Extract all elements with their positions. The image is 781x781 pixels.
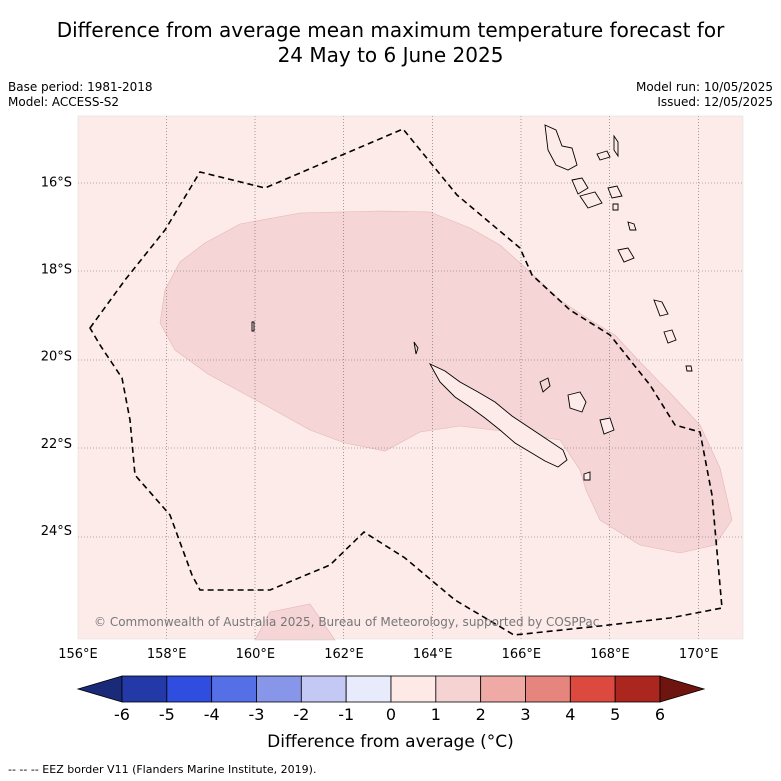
vanuatu-islands [544,124,693,372]
colorbar-segment [569,675,616,703]
lon-tick-label: 170°E [679,647,719,662]
island-shepherd [612,203,619,211]
colorbar-segment [166,675,213,703]
lon-tick-label: 168°E [590,647,630,662]
island-tanna [653,299,669,317]
model-run: Model run: 10/05/2025 [635,80,773,94]
longitude-labels: 156°E 158°E 160°E 162°E 164°E 166°E 168°E 170°E [58,647,718,662]
island-aneityum [663,329,677,344]
colorbar-label: Difference from average (°C) [267,732,514,752]
colorbar-tick-label: 6 [655,705,665,724]
colorbar-tick-label: -4 [204,705,220,724]
colorbar-extend-high [659,675,706,703]
island-pentecost [596,150,611,161]
colorbar-tick-labels: -6 -5 -4 -3 -2 -1 0 1 2 3 4 5 6 [114,705,665,724]
colorbar-tick-label: 3 [520,705,530,724]
colorbar-segment [435,675,482,703]
title-line-2: 24 May to 6 June 2025 [277,43,504,67]
colorbar-tick-label: 4 [565,705,575,724]
lat-tick-label: 22°S [41,437,72,452]
colorbar-tick-label: 0 [386,705,396,724]
lon-tick-label: 160°E [236,647,276,662]
island-belep [413,341,419,355]
island-chesterfield [251,321,255,332]
chart-title: Difference from average mean maximum tem… [0,18,781,68]
colorbar-segment [300,675,347,703]
meta-left: Base period: 1981-2018 Model: ACCESS-S2 [8,80,153,110]
colorbar-tick-label: -6 [114,705,130,724]
lat-tick-label: 16°S [41,175,72,190]
colorbar-segment [525,675,571,703]
colorbar [76,675,706,703]
island-lifou [567,391,587,413]
island-malekula [571,177,589,195]
lon-tick-label: 158°E [147,647,187,662]
eez-border [89,128,723,636]
colorbar-tick-label: -5 [159,705,175,724]
base-period: Base period: 1981-2018 [8,80,153,94]
colorbar-tick-label: 5 [610,705,620,724]
island-mare [599,417,615,435]
map-frame [77,115,744,640]
lat-tick-label: 20°S [41,350,72,365]
colorbar-segment [211,675,257,703]
model-name: Model: ACCESS-S2 [8,95,120,109]
title-line-1: Difference from average mean maximum tem… [56,18,725,42]
lon-tick-label: 164°E [413,647,453,662]
island-erromango [617,247,635,263]
colorbar-segment [256,675,302,703]
colorbar-tick-label: 1 [431,705,441,724]
colorbar-tick-label: 2 [476,705,486,724]
colorbar-segment [121,675,168,703]
lat-tick-label: 18°S [41,263,72,278]
colorbar-segment [614,675,661,703]
meta-right: Model run: 10/05/2025 Issued: 12/05/2025 [636,80,773,110]
colorbar-tick-label: -3 [249,705,265,724]
colorbar-extend-low [76,675,123,703]
colorbar-tick-label: -1 [338,705,354,724]
new-caledonia-island [428,363,568,468]
copyright-text: © Commonwealth of Australia 2025, Bureau… [94,615,599,629]
island-isle-of-pines [583,471,591,481]
island-ambrym [579,191,603,209]
lon-tick-label: 166°E [502,647,542,662]
lat-tick-label: 24°S [41,524,72,539]
island-maewo [613,134,619,158]
lon-tick-label: 162°E [324,647,364,662]
colorbar-segment [390,675,437,703]
island-espiritu-santo [544,124,578,171]
issued-date: Issued: 12/05/2025 [657,95,773,109]
colorbar-segment [480,675,526,703]
lon-tick-label: 156°E [58,647,98,662]
anomaly-patch-south [254,603,336,641]
island-epi [607,185,623,199]
latitude-labels: 16°S 18°S 20°S 22°S 24°S [41,175,72,539]
island-ouvea [539,377,551,393]
colorbar-tick-label: -2 [293,705,309,724]
footer-note: -- -- -- EEZ border V11 (Flanders Marine… [8,763,317,776]
island-matthew [685,365,693,372]
gridlines [78,116,743,639]
colorbar-segment [345,675,392,703]
island-efate [627,221,637,231]
